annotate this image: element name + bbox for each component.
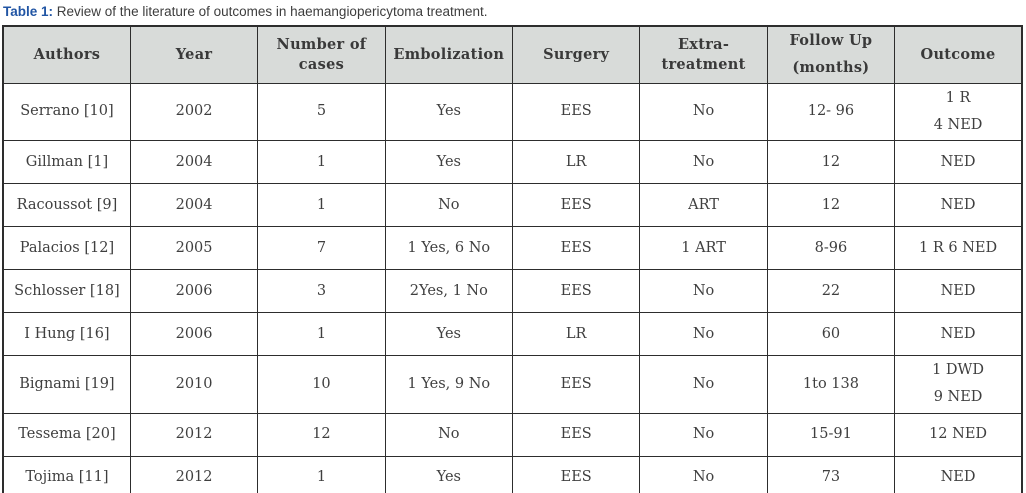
column-header-surgery: Surgery <box>511 25 641 84</box>
cell-authors: I Hung [16] <box>2 312 131 357</box>
cell-year: 2005 <box>129 226 259 271</box>
cell-authors: Schlosser [18] <box>2 269 131 314</box>
cell-outcome: NED <box>894 455 1023 493</box>
column-header-extra-treatment: Extra- treatment <box>639 25 768 84</box>
cell-year: 2004 <box>129 183 259 228</box>
cell-year: 2002 <box>129 82 259 142</box>
table-row: Bignami [19] 2010 10 1 Yes, 9 No EES No … <box>2 355 1023 414</box>
cell-outcome: NED <box>894 183 1023 228</box>
cell-follow-up: 60 <box>766 312 896 357</box>
cell-surgery: EES <box>511 355 641 414</box>
cell-surgery: EES <box>511 412 641 457</box>
cell-follow-up: 8-96 <box>766 226 896 271</box>
cell-follow-up: 73 <box>766 455 896 493</box>
cell-embolization: No <box>384 183 514 228</box>
table-row: Serrano [10] 2002 5 Yes EES No 12- 96 1 … <box>2 82 1023 142</box>
cell-extra-treatment: No <box>639 312 768 357</box>
cell-follow-up: 1to 138 <box>766 355 896 414</box>
cell-number-of-cases: 1 <box>257 183 386 228</box>
table-row: Tessema [20] 2012 12 No EES No 15-91 12 … <box>2 412 1023 457</box>
table-row: Tojima [11] 2012 1 Yes EES No 73 NED <box>2 455 1023 493</box>
cell-follow-up: 12 <box>766 183 896 228</box>
cell-outcome: NED <box>894 140 1023 185</box>
cell-surgery: LR <box>511 140 641 185</box>
column-header-authors: Authors <box>2 25 131 84</box>
cell-follow-up: 22 <box>766 269 896 314</box>
table-row: I Hung [16] 2006 1 Yes LR No 60 NED <box>2 312 1023 357</box>
cell-surgery: EES <box>511 455 641 493</box>
cell-extra-treatment: No <box>639 82 768 142</box>
cell-extra-treatment: No <box>639 140 768 185</box>
cell-year: 2010 <box>129 355 259 414</box>
cell-embolization: No <box>384 412 514 457</box>
cell-number-of-cases: 7 <box>257 226 386 271</box>
cell-surgery: EES <box>511 269 641 314</box>
table-caption-text: Review of the literature of outcomes in … <box>56 4 488 19</box>
cell-outcome: 1 R 4 NED <box>894 82 1023 142</box>
cell-outcome: 1 DWD 9 NED <box>894 355 1023 414</box>
column-header-outcome: Outcome <box>894 25 1023 84</box>
cell-year: 2012 <box>129 455 259 493</box>
cell-authors: Racoussot [9] <box>2 183 131 228</box>
cell-number-of-cases: 10 <box>257 355 386 414</box>
table-caption-label: Table 1: <box>3 4 54 19</box>
column-header-follow-up: Follow Up (months) <box>766 25 896 84</box>
column-header-year: Year <box>129 25 259 84</box>
cell-number-of-cases: 12 <box>257 412 386 457</box>
cell-authors: Tojima [11] <box>2 455 131 493</box>
cell-number-of-cases: 1 <box>257 140 386 185</box>
cell-number-of-cases: 3 <box>257 269 386 314</box>
cell-year: 2006 <box>129 312 259 357</box>
cell-embolization: Yes <box>384 140 514 185</box>
cell-surgery: LR <box>511 312 641 357</box>
table-row: Schlosser [18] 2006 3 2Yes, 1 No EES No … <box>2 269 1023 314</box>
cell-extra-treatment: 1 ART <box>639 226 768 271</box>
cell-authors: Gillman [1] <box>2 140 131 185</box>
cell-year: 2006 <box>129 269 259 314</box>
cell-embolization: Yes <box>384 82 514 142</box>
cell-follow-up: 15-91 <box>766 412 896 457</box>
cell-year: 2004 <box>129 140 259 185</box>
cell-embolization: Yes <box>384 455 514 493</box>
cell-extra-treatment: No <box>639 412 768 457</box>
cell-authors: Tessema [20] <box>2 412 131 457</box>
cell-surgery: EES <box>511 82 641 142</box>
cell-year: 2012 <box>129 412 259 457</box>
cell-outcome: NED <box>894 269 1023 314</box>
cell-surgery: EES <box>511 183 641 228</box>
table-row: Gillman [1] 2004 1 Yes LR No 12 NED <box>2 140 1023 185</box>
cell-outcome: NED <box>894 312 1023 357</box>
cell-number-of-cases: 1 <box>257 455 386 493</box>
cell-embolization: Yes <box>384 312 514 357</box>
cell-follow-up: 12 <box>766 140 896 185</box>
cell-authors: Palacios [12] <box>2 226 131 271</box>
cell-outcome: 12 NED <box>894 412 1023 457</box>
cell-extra-treatment: No <box>639 269 768 314</box>
cell-follow-up: 12- 96 <box>766 82 896 142</box>
table-caption: Table 1: Review of the literature of out… <box>0 0 1026 21</box>
column-header-number-of-cases: Number of cases <box>257 25 386 84</box>
column-header-embolization: Embolization <box>384 25 514 84</box>
cell-outcome: 1 R 6 NED <box>894 226 1023 271</box>
cell-authors: Bignami [19] <box>2 355 131 414</box>
table-header-row: Authors Year Number of cases Embolizatio… <box>2 25 1023 84</box>
cell-surgery: EES <box>511 226 641 271</box>
cell-number-of-cases: 5 <box>257 82 386 142</box>
table-row: Racoussot [9] 2004 1 No EES ART 12 NED <box>2 183 1023 228</box>
cell-number-of-cases: 1 <box>257 312 386 357</box>
cell-extra-treatment: ART <box>639 183 768 228</box>
literature-review-table: Authors Year Number of cases Embolizatio… <box>2 25 1023 493</box>
table-row: Palacios [12] 2005 7 1 Yes, 6 No EES 1 A… <box>2 226 1023 271</box>
cell-embolization: 1 Yes, 9 No <box>384 355 514 414</box>
cell-authors: Serrano [10] <box>2 82 131 142</box>
cell-extra-treatment: No <box>639 455 768 493</box>
cell-embolization: 2Yes, 1 No <box>384 269 514 314</box>
cell-embolization: 1 Yes, 6 No <box>384 226 514 271</box>
cell-extra-treatment: No <box>639 355 768 414</box>
